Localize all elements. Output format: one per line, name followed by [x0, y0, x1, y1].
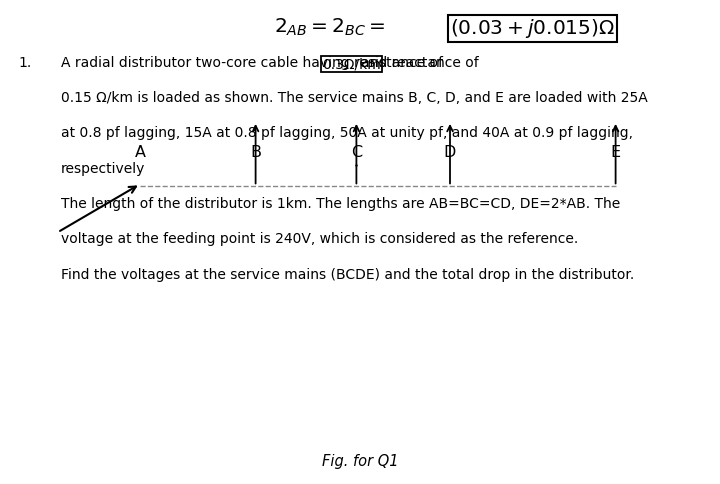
Text: A: A [135, 145, 146, 160]
Text: The length of the distributor is 1km. The lengths are AB=BC=CD, DE=2*AB. The: The length of the distributor is 1km. Th… [61, 197, 621, 211]
Text: voltage at the feeding point is 240V, which is considered as the reference.: voltage at the feeding point is 240V, wh… [61, 232, 578, 246]
Text: and reactance of: and reactance of [361, 56, 478, 70]
Text: respectively: respectively [61, 162, 145, 176]
Text: $2_{AB}= 2_{BC}=$: $2_{AB}= 2_{BC}=$ [274, 17, 385, 38]
Text: A radial distributor two-core cable having resistance of: A radial distributor two-core cable havi… [61, 56, 444, 70]
Text: 0.15 Ω/km is loaded as shown. The service mains B, C, D, and E are loaded with 2: 0.15 Ω/km is loaded as shown. The servic… [61, 91, 648, 105]
Text: C: C [351, 145, 362, 160]
Text: E: E [611, 145, 621, 160]
Text: 0.3Ω/km: 0.3Ω/km [322, 57, 381, 71]
Text: at 0.8 pf lagging, 15A at 0.8 pf lagging, 50A at unity pf, and 40A at 0.9 pf lag: at 0.8 pf lagging, 15A at 0.8 pf lagging… [61, 126, 633, 140]
Text: $(0.03+j0.015)\Omega$: $(0.03+j0.015)\Omega$ [450, 17, 615, 40]
Text: Fig. for Q1: Fig. for Q1 [322, 454, 398, 469]
Text: Find the voltages at the service mains (BCDE) and the total drop in the distribu: Find the voltages at the service mains (… [61, 268, 634, 282]
Text: 1.: 1. [18, 56, 31, 70]
Text: B: B [250, 145, 261, 160]
Text: D: D [444, 145, 456, 160]
